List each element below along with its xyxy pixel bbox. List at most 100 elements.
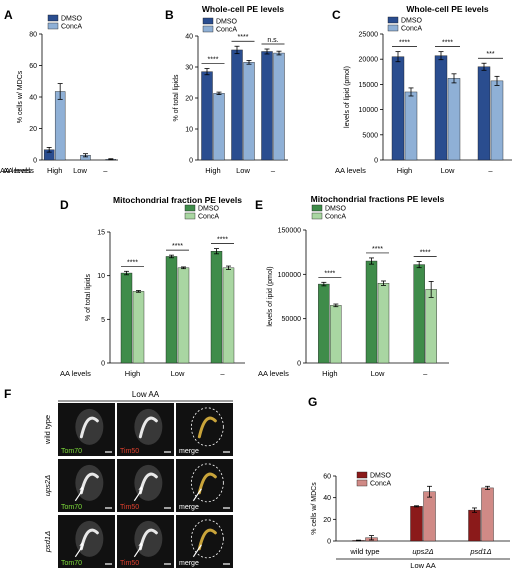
significance-label: **** <box>217 237 228 244</box>
legend-label: ConcA <box>198 214 219 221</box>
bar <box>481 487 494 542</box>
micrograph-header: Low AA <box>132 390 160 399</box>
legend-swatch <box>356 479 368 487</box>
y-tick-label: 60 <box>29 63 37 70</box>
legend-swatch <box>47 14 59 22</box>
y-tick-label: 5000 <box>362 132 378 139</box>
bar <box>213 93 225 161</box>
bar <box>423 491 436 542</box>
channel-label: Tim50 <box>120 504 139 511</box>
y-tick-label: 80 <box>29 32 37 39</box>
category-label: wild type <box>349 547 379 556</box>
bar <box>330 305 342 364</box>
legend-label: DMSO <box>401 18 423 25</box>
legend-swatch <box>202 17 214 25</box>
y-tick-label: 30 <box>185 65 193 72</box>
category-label: Low <box>371 369 385 378</box>
channel-label: merge <box>179 560 199 567</box>
y-tick-label: 0 <box>327 539 331 546</box>
category-label: Low <box>441 166 455 175</box>
chart-G: G 0 20 40 60 % cells w/ MDCs wild type ups2Δ psd… <box>308 395 510 570</box>
bar <box>201 71 213 161</box>
row-label: AA levels <box>60 369 91 378</box>
category-label: Low <box>73 166 87 175</box>
chart-A: A 0 20 40 60 80 % cells w/ MDCs High Low – AA leve… <box>3 8 118 175</box>
bar <box>54 91 66 161</box>
row-label: AA levels <box>335 166 366 175</box>
legend-label: ConcA <box>401 26 422 33</box>
channel-label: Tom70 <box>61 448 82 455</box>
bar <box>434 55 448 161</box>
bar <box>231 49 243 161</box>
channel-label: merge <box>179 448 199 455</box>
bar <box>413 264 425 364</box>
bar <box>120 272 133 364</box>
category-label: – <box>488 166 493 175</box>
row-label: AA levels <box>258 369 289 378</box>
significance-label: **** <box>238 34 249 41</box>
y-tick-label: 25000 <box>359 32 379 39</box>
panel-letter: C <box>332 8 341 22</box>
significance-label: **** <box>172 243 183 250</box>
row-label: AA levels <box>0 166 31 175</box>
significance-label: **** <box>127 259 138 266</box>
bar <box>177 267 190 364</box>
arrow <box>133 488 143 502</box>
y-axis-label: % cells w/ MDCs <box>311 482 318 535</box>
significance-label: **** <box>372 246 383 253</box>
arrow <box>74 488 84 502</box>
arrow-head <box>138 541 143 546</box>
category-label: – <box>423 369 428 378</box>
y-tick-label: 60 <box>323 474 331 481</box>
panel-letter: G <box>308 395 317 409</box>
bar <box>273 52 285 161</box>
arrow <box>74 544 84 558</box>
bar <box>447 78 461 161</box>
channel-label: Tim50 <box>120 560 139 567</box>
y-tick-label: 0 <box>33 158 37 165</box>
legend-label: DMSO <box>61 16 83 23</box>
bar <box>365 260 378 364</box>
y-tick-label: 0 <box>374 158 378 165</box>
significance-label: **** <box>399 40 410 47</box>
y-axis-label: levels of lipid (pmol) <box>344 66 351 128</box>
significance-label: n.s. <box>267 37 278 44</box>
category-label: Low <box>171 369 185 378</box>
chart-D: D Mitochondrial fraction PE levels 0 5 10 15%… <box>60 195 245 378</box>
panel-letter: B <box>165 8 174 22</box>
y-tick-label: 0 <box>297 361 301 368</box>
legend-label: DMSO <box>198 206 220 213</box>
arrow <box>133 544 143 558</box>
chart-B: B Whole-cell PE levels 0 10 20 30 40 % of total… <box>0 4 288 175</box>
chart-title: Mitochondrial fraction PE levels <box>113 195 242 205</box>
merge-signal <box>197 416 217 439</box>
cell-signal <box>75 408 104 445</box>
category-label: High <box>322 369 337 378</box>
bar <box>261 51 273 161</box>
bar <box>222 267 235 364</box>
significance-label: **** <box>442 40 453 47</box>
category-label: High <box>125 369 140 378</box>
y-axis-label: % of total lipids <box>173 74 180 122</box>
y-axis-label: % cells w/ MDCs <box>17 70 24 123</box>
cell-outline <box>190 407 224 447</box>
category-label: – <box>220 369 225 378</box>
arrow-head <box>138 485 143 490</box>
legend-label: ConcA <box>370 481 391 488</box>
legend-label: ConcA <box>216 27 237 34</box>
micrograph-row-label: ups2Δ <box>43 475 52 496</box>
merge-signal <box>197 472 217 495</box>
legend-swatch <box>184 212 196 220</box>
legend-label: ConcA <box>325 214 346 221</box>
micrograph-row-label: psd1Δ <box>43 531 52 553</box>
row-label: AA levels <box>3 166 34 175</box>
channel-label: Tim50 <box>120 448 139 455</box>
cell-outline <box>190 519 224 559</box>
y-tick-label: 150000 <box>278 228 301 235</box>
legend-label: DMSO <box>216 19 238 26</box>
channel-label: Tom70 <box>61 504 82 511</box>
legend-swatch <box>356 471 368 479</box>
bar <box>410 506 423 542</box>
y-tick-label: 20 <box>29 126 37 133</box>
channel-label: merge <box>179 504 199 511</box>
